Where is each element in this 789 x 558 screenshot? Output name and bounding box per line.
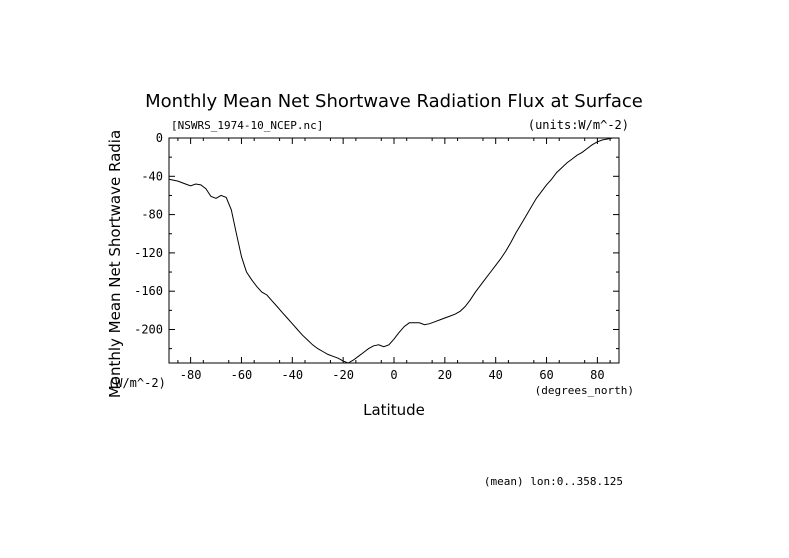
y-tick-label: -160 [134,284,163,298]
y-tick-label: -120 [134,246,163,260]
y-tick-label: -40 [141,169,163,183]
x-tick-label: 40 [488,368,502,382]
y-tick-label: 0 [156,131,163,145]
x-axis-units: (degrees_north) [535,384,634,397]
series-line [168,137,619,364]
y-axis: 0 -40 -80 -120 -160 -200 [134,131,619,350]
chart-subtitle-file: [NSWRS_1974-10_NCEP.nc] [171,119,323,132]
x-axis-label: Latitude [363,401,425,419]
y-axis-units: (W/m^-2) [108,376,166,390]
chart-title: Monthly Mean Net Shortwave Radiation Flu… [145,91,643,112]
x-tick-label: -60 [231,368,253,382]
x-tick-label: 0 [390,368,397,382]
x-tick-label: 20 [438,368,452,382]
plot-frame [168,137,620,364]
x-tick-label: 80 [590,368,604,382]
x-tick-label: -20 [332,368,354,382]
x-tick-label: -80 [180,368,202,382]
y-tick-label: -200 [134,322,163,336]
footnote: (mean) lon:0..358.125 [484,475,623,488]
x-axis: -80 -60 -40 -20 0 20 40 60 80 [177,138,611,382]
y-axis-label: Monthly Mean Net Shortwave Radia [106,130,124,398]
y-tick-label: -80 [141,208,163,222]
chart-subtitle-units: (units:W/m^-2) [528,118,629,132]
x-tick-label: -40 [281,368,303,382]
x-tick-label: 60 [539,368,553,382]
